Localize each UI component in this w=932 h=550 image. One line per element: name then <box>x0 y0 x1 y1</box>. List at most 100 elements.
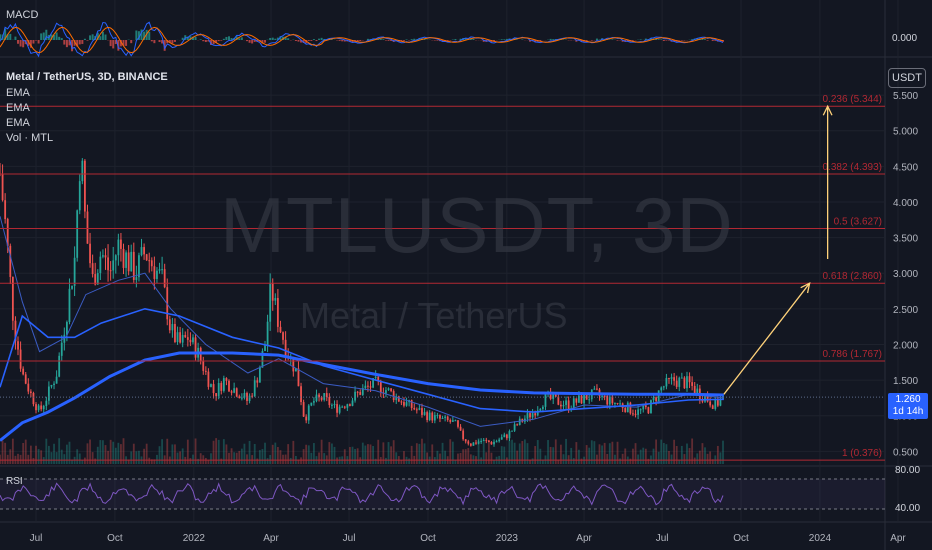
volume-bar <box>670 454 673 464</box>
volume-bar <box>331 443 333 464</box>
legend-volume[interactable]: Vol · MTL <box>6 132 54 144</box>
macd-histogram-bar <box>436 40 439 41</box>
volume-bar <box>102 440 104 464</box>
volume-bar <box>665 444 668 464</box>
rsi-label[interactable]: RSI <box>6 476 23 487</box>
candle-body <box>374 376 377 379</box>
volume-bar <box>701 443 704 464</box>
volume-bar <box>361 442 364 464</box>
candle-body <box>9 245 12 277</box>
volume-bar <box>477 438 480 464</box>
macd-histogram-bar <box>220 40 223 41</box>
fib-level-label: 0.382 (4.393) <box>823 162 883 173</box>
candle-body <box>45 400 48 406</box>
macd-histogram-bar <box>711 40 714 41</box>
currency-button[interactable]: USDT <box>888 68 926 88</box>
macd-histogram-bar <box>552 39 555 40</box>
ema-fast-line <box>0 216 724 427</box>
macd-histogram-bar <box>269 37 272 40</box>
macd-histogram-bar <box>464 37 467 40</box>
legend-title[interactable]: Metal / TetherUS, 3D, BINANCE <box>6 71 168 83</box>
macd-histogram-bar <box>356 40 359 42</box>
volume-bar <box>593 441 596 464</box>
candle-body <box>53 383 55 386</box>
candle-body <box>714 399 717 409</box>
macd-histogram-bar <box>96 32 99 40</box>
volume-bar <box>179 451 182 464</box>
candle-body <box>84 160 86 212</box>
candle-body <box>539 408 542 411</box>
candle-body <box>436 415 439 417</box>
fib-level-label: 0.618 (2.860) <box>823 271 883 282</box>
candle-body <box>323 393 326 400</box>
macd-histogram-bar <box>173 40 176 42</box>
candle-body <box>29 391 32 393</box>
volume-bar <box>619 458 621 464</box>
macd-histogram-bar <box>68 40 71 46</box>
candle-body <box>693 385 696 394</box>
volume-bar <box>529 459 531 464</box>
volume-bar <box>408 458 411 464</box>
volume-bar <box>552 447 555 464</box>
volume-bar <box>457 453 459 464</box>
candle-body <box>248 395 251 401</box>
volume-bar <box>251 455 254 464</box>
legend-ema-2[interactable]: EMA <box>6 102 30 114</box>
macd-histogram-bar <box>704 39 706 40</box>
candle-body <box>47 386 50 401</box>
volume-bar <box>240 448 243 464</box>
macd-histogram-bar <box>279 36 282 40</box>
volume-bar <box>662 442 665 464</box>
candle-body <box>518 418 521 426</box>
macd-label[interactable]: MACD <box>6 9 39 21</box>
volume-bar <box>367 444 369 464</box>
candle-body <box>670 377 673 379</box>
macd-histogram-bar <box>168 40 171 43</box>
candle-body <box>644 405 647 408</box>
macd-histogram-bar <box>315 40 318 42</box>
candle-body <box>127 252 130 272</box>
x-tick-label: Oct <box>420 533 436 544</box>
macd-histogram-bar <box>673 40 676 42</box>
macd-histogram-bar <box>454 39 457 40</box>
fib-level-label: 1 (0.376) <box>842 448 882 459</box>
volume-bar <box>117 442 120 464</box>
macd-histogram-bar <box>418 38 421 40</box>
macd-histogram-bar <box>696 38 699 40</box>
candle-body <box>253 380 256 397</box>
grid <box>0 0 899 522</box>
candle-body <box>284 339 287 356</box>
macd-histogram-bar <box>207 40 210 42</box>
candle-body <box>449 420 452 422</box>
volume-bar <box>390 446 392 464</box>
volume-bar <box>156 454 158 464</box>
volume-bar <box>534 446 537 464</box>
volume-bar <box>526 443 529 464</box>
candle-body <box>22 368 25 375</box>
macd-histogram-bar <box>158 40 161 43</box>
macd-histogram-bar <box>29 40 32 48</box>
candle-body <box>55 376 58 384</box>
macd-histogram-bar <box>330 39 333 40</box>
macd-histogram-bar <box>58 36 61 40</box>
volume-bar <box>493 459 495 464</box>
volume-bar <box>521 440 524 464</box>
macd-histogram-bar <box>354 40 357 41</box>
legend-ema-3[interactable]: EMA <box>6 117 30 129</box>
candle-body <box>397 396 400 402</box>
candle-body <box>331 404 333 406</box>
candle-body <box>181 334 184 343</box>
legend-ema-1[interactable]: EMA <box>6 87 30 99</box>
volume-bar <box>706 453 709 464</box>
candle-body <box>279 326 282 333</box>
volume-bar <box>578 449 580 464</box>
candle-body <box>578 395 580 403</box>
macd-histogram-bar <box>194 36 197 40</box>
candle-body <box>457 420 459 427</box>
volume-bar <box>644 448 647 464</box>
volume-bar <box>395 452 398 464</box>
candle-body <box>495 441 498 443</box>
candle-body <box>444 416 447 418</box>
last-price-tag: 1.260 1d 14h <box>888 393 928 419</box>
